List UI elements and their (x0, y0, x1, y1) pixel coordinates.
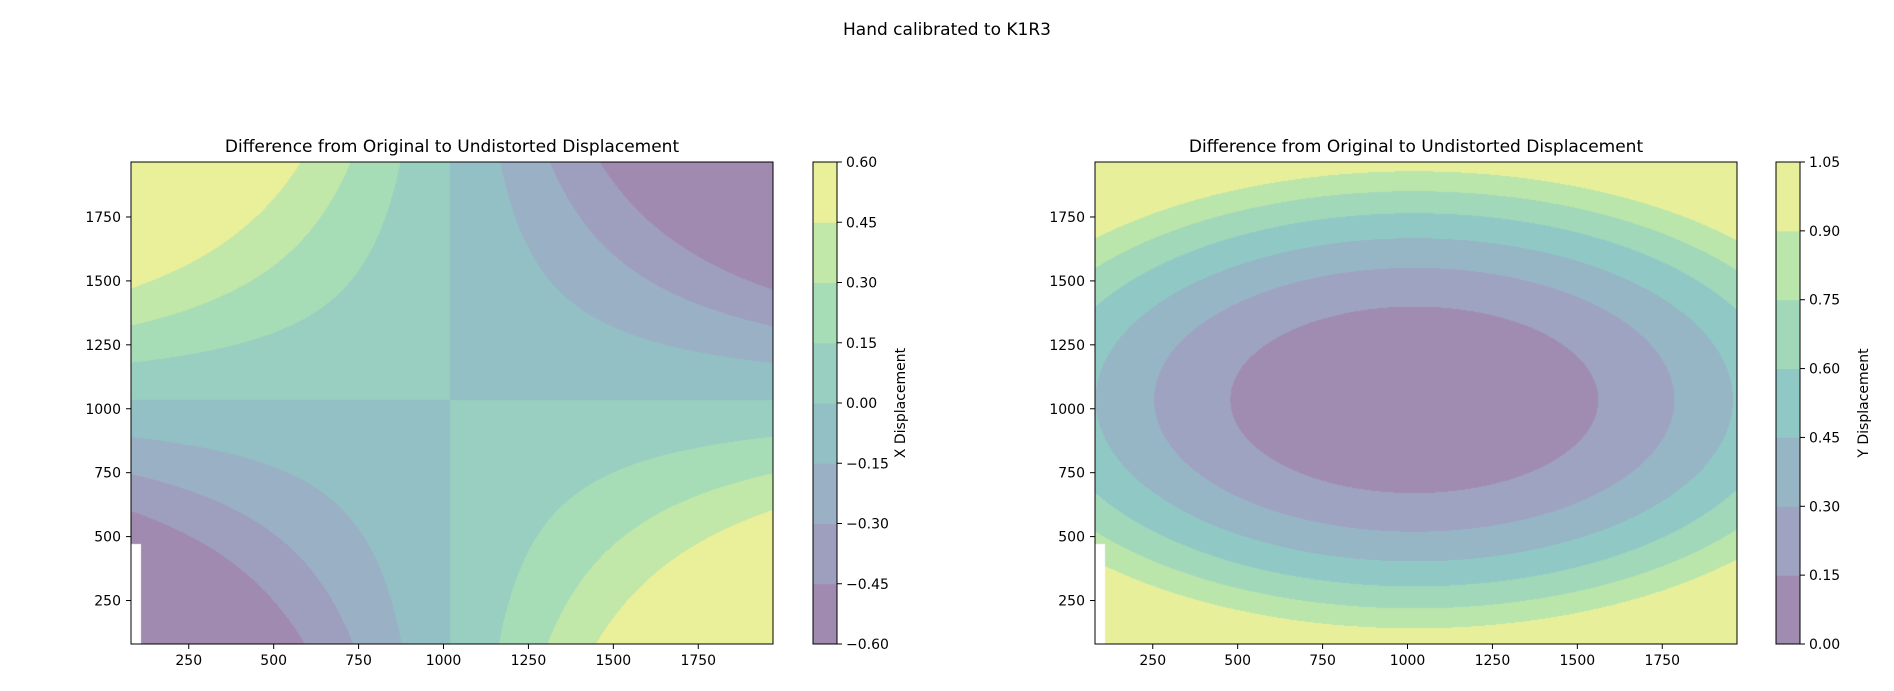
x-tick-label: 750 (1309, 653, 1336, 669)
colorbar-band (1776, 506, 1800, 576)
x-tick-label: 500 (260, 653, 287, 669)
x-tick-label: 750 (345, 653, 372, 669)
y-tick-label: 1500 (85, 274, 121, 290)
y-tick-label: 1000 (1049, 402, 1085, 418)
colorbar-tick-label: 0.90 (1809, 224, 1840, 240)
axes-title: Difference from Original to Undistorted … (1189, 137, 1644, 157)
x-tick-label: 500 (1224, 653, 1251, 669)
colorbar-band (1776, 299, 1800, 370)
colorbar-label: X Displacement (893, 347, 909, 458)
axes-frame (130, 161, 774, 645)
y-tick-label: 250 (94, 594, 121, 610)
x-tick-label: 250 (1139, 653, 1166, 669)
x-tick-label: 1000 (426, 653, 462, 669)
y-tick-label: 1500 (1049, 274, 1085, 290)
colorbar-tick-label: 0.00 (846, 396, 877, 412)
colorbar-tick-label: 0.60 (846, 155, 877, 171)
colorbar-band (813, 583, 837, 645)
x-tick-label: 250 (175, 653, 202, 669)
colorbar-band (813, 463, 837, 524)
colorbar-tick-label: 0.45 (846, 215, 877, 231)
x-tick-label: 1250 (511, 653, 547, 669)
colorbar-tick-label: 0.15 (846, 336, 877, 352)
y-tick-label: 1750 (1049, 210, 1085, 226)
y-tick-label: 500 (94, 530, 121, 546)
colorbar-band (813, 403, 837, 464)
colorbar-tick-label: −0.30 (846, 517, 889, 533)
x-tick-label: 1500 (1560, 653, 1596, 669)
x-tick-label: 1750 (1644, 653, 1680, 669)
y-tick-label: 500 (1058, 530, 1085, 546)
y-tick-label: 1250 (85, 338, 121, 354)
colorbar-tick-label: 0.00 (1809, 637, 1840, 653)
contour-fill (1095, 162, 1737, 644)
colorbar-frame (1775, 161, 1801, 645)
colorbar-tick-label: −0.45 (846, 577, 889, 593)
colorbar-band (813, 342, 837, 404)
colorbar-band (1776, 437, 1800, 507)
colorbar-band (1776, 575, 1800, 645)
colorbar-tick-label: 0.30 (1809, 499, 1840, 515)
contour-fill (131, 162, 773, 644)
colorbar-tick-label: 1.05 (1809, 155, 1840, 171)
colorbar-tick-label: −0.60 (846, 637, 889, 653)
x-tick-label: 1250 (1475, 653, 1511, 669)
colorbar-tick-label: 0.15 (1809, 568, 1840, 584)
x-tick-label: 1750 (680, 653, 716, 669)
colorbar-band (813, 162, 837, 223)
chart-x-displacement: Difference from Original to Undistorted … (85, 137, 909, 669)
y-tick-label: 250 (1058, 594, 1085, 610)
colorbar-tick-label: 0.75 (1809, 293, 1840, 309)
y-tick-label: 750 (1058, 466, 1085, 482)
colorbar-band (813, 222, 837, 283)
figure-title: Hand calibrated to K1R3 (843, 20, 1051, 40)
chart-y-displacement: Difference from Original to Undistorted … (1049, 137, 1872, 669)
colorbar-tick-label: 0.60 (1809, 362, 1840, 378)
axes-frame (1094, 161, 1738, 645)
colorbar-tick-label: −0.15 (846, 456, 889, 472)
axes-title: Difference from Original to Undistorted … (225, 137, 680, 157)
colorbar-band (813, 282, 837, 344)
colorbar-band (1776, 230, 1800, 301)
x-tick-label: 1000 (1390, 653, 1426, 669)
y-tick-label: 1000 (85, 402, 121, 418)
colorbar-label: Y Displacement (1856, 348, 1872, 459)
colorbar-tick-label: 0.45 (1809, 430, 1840, 446)
y-tick-label: 1750 (85, 210, 121, 226)
y-tick-label: 750 (94, 466, 121, 482)
x-tick-label: 1500 (596, 653, 632, 669)
colorbar-band (813, 523, 837, 585)
colorbar-band (1776, 162, 1800, 232)
colorbar-tick-label: 0.30 (846, 276, 877, 292)
y-tick-label: 1250 (1049, 338, 1085, 354)
colorbar-band (1776, 368, 1800, 438)
